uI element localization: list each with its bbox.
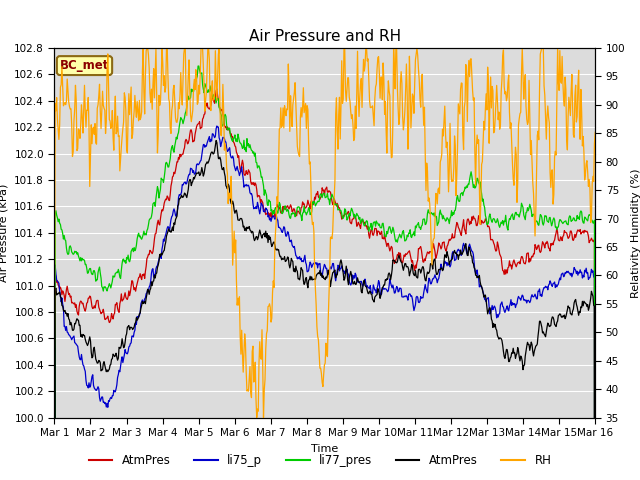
Y-axis label: Relativity Humidity (%): Relativity Humidity (%) [631,168,640,298]
Legend: AtmPres, li75_p, li77_pres, AtmPres, RH: AtmPres, li75_p, li77_pres, AtmPres, RH [84,449,556,472]
Title: Air Pressure and RH: Air Pressure and RH [249,29,401,44]
Y-axis label: Air Pressure (kPa): Air Pressure (kPa) [0,184,9,282]
X-axis label: Time: Time [311,444,339,454]
Text: BC_met: BC_met [60,59,109,72]
